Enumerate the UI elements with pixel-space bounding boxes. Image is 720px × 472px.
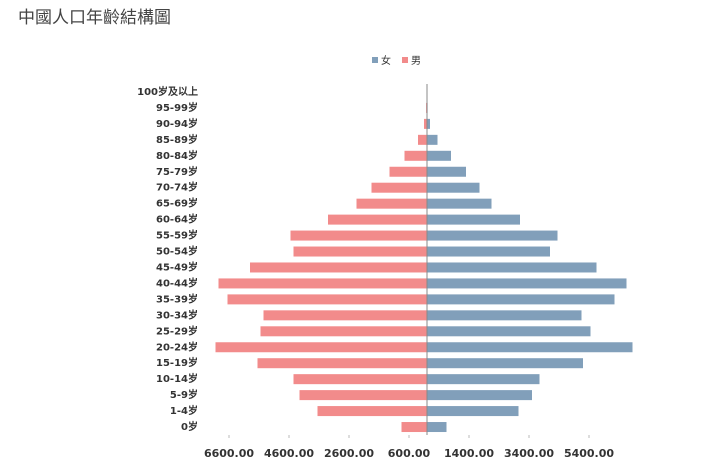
legend-label: 男 bbox=[411, 55, 421, 67]
bar bbox=[427, 182, 480, 193]
bar bbox=[427, 374, 540, 385]
bar bbox=[427, 198, 492, 209]
bar bbox=[427, 166, 466, 177]
bar bbox=[389, 166, 427, 177]
chart-title: 中國人口年齡結構圖 bbox=[18, 8, 171, 28]
bar bbox=[293, 246, 427, 257]
bar bbox=[427, 246, 550, 257]
bar bbox=[418, 134, 427, 145]
bar bbox=[328, 214, 427, 225]
y-tick-label: 25-29岁 bbox=[156, 324, 198, 337]
bar bbox=[427, 422, 447, 433]
y-tick-label: 15-19岁 bbox=[156, 356, 198, 369]
y-tick-label: 55-59岁 bbox=[156, 229, 198, 242]
y-tick-label: 80-84岁 bbox=[156, 149, 198, 162]
y-tick-label: 70-74岁 bbox=[156, 181, 198, 194]
x-tick-label: 1400.00 bbox=[444, 447, 494, 460]
bar bbox=[371, 182, 427, 193]
y-tick-label: 100岁及以上 bbox=[137, 85, 198, 98]
bar bbox=[427, 406, 519, 417]
bar bbox=[404, 150, 427, 161]
y-tick-label: 10-14岁 bbox=[156, 372, 198, 385]
x-tick-label: 5400.00 bbox=[564, 447, 614, 460]
y-tick-label: 90-94岁 bbox=[156, 117, 198, 130]
x-tick-label: 3400.00 bbox=[504, 447, 554, 460]
bar bbox=[427, 150, 451, 161]
bar bbox=[257, 358, 427, 369]
legend-swatch bbox=[402, 57, 408, 63]
x-tick-label: 600.00 bbox=[388, 447, 431, 460]
y-tick-label: 0岁 bbox=[181, 420, 198, 433]
bar bbox=[427, 278, 627, 289]
bar bbox=[427, 294, 615, 305]
y-tick-label: 45-49岁 bbox=[156, 260, 198, 273]
bar bbox=[427, 342, 633, 353]
bar bbox=[427, 358, 583, 369]
bar bbox=[317, 406, 427, 417]
bar bbox=[290, 230, 427, 241]
y-tick-label: 5-9岁 bbox=[170, 388, 198, 401]
y-tick-label: 35-39岁 bbox=[156, 292, 198, 305]
y-tick-label: 50-54岁 bbox=[156, 245, 198, 258]
bar bbox=[299, 390, 427, 401]
bar bbox=[427, 230, 558, 241]
bar bbox=[227, 294, 427, 305]
y-tick-label: 75-79岁 bbox=[156, 165, 198, 178]
bar bbox=[260, 326, 427, 337]
bar bbox=[263, 310, 427, 321]
bar bbox=[218, 278, 427, 289]
bar bbox=[293, 374, 427, 385]
y-tick-label: 65-69岁 bbox=[156, 197, 198, 210]
y-tick-label: 95-99岁 bbox=[156, 101, 198, 114]
y-tick-label: 85-89岁 bbox=[156, 133, 198, 146]
bar bbox=[427, 262, 597, 273]
bar bbox=[427, 118, 430, 129]
bar bbox=[427, 390, 532, 401]
x-tick-label: 4600.00 bbox=[264, 447, 314, 460]
x-tick-label: 6600.00 bbox=[204, 447, 254, 460]
bar bbox=[427, 134, 438, 145]
bar bbox=[401, 422, 427, 433]
bar bbox=[250, 262, 427, 273]
y-tick-label: 1-4岁 bbox=[170, 404, 198, 417]
bar bbox=[427, 214, 520, 225]
bar bbox=[215, 342, 427, 353]
bar bbox=[427, 310, 582, 321]
y-tick-label: 20-24岁 bbox=[156, 340, 198, 353]
y-tick-label: 60-64岁 bbox=[156, 213, 198, 226]
x-tick-label: 2600.00 bbox=[324, 447, 374, 460]
bar bbox=[356, 198, 427, 209]
legend-swatch bbox=[372, 57, 378, 63]
y-tick-label: 40-44岁 bbox=[156, 276, 198, 289]
bar bbox=[424, 118, 427, 129]
y-tick-label: 30-34岁 bbox=[156, 308, 198, 321]
legend-label: 女 bbox=[381, 54, 391, 67]
bar bbox=[427, 326, 591, 337]
